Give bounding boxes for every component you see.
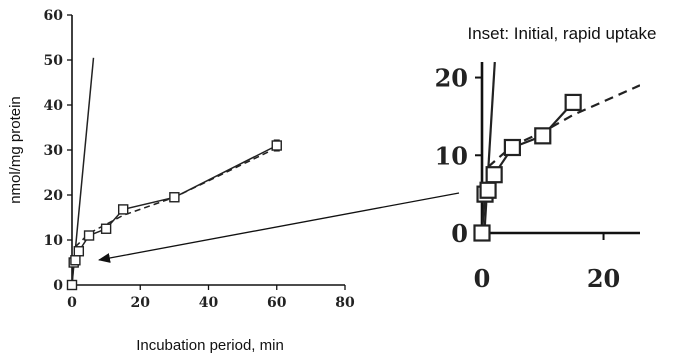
y-tick-label: 10	[44, 233, 64, 249]
data-point	[271, 140, 282, 151]
y-tick-label: 50	[44, 53, 64, 69]
data-point	[100, 223, 112, 234]
x-tick-label: 0	[474, 264, 491, 293]
y-tick-label: 0	[451, 219, 468, 248]
data-line	[72, 144, 278, 285]
initial-uptake-line	[483, 62, 496, 233]
data-point	[485, 166, 503, 184]
y-axis-title: nmol/mg protein	[7, 96, 24, 204]
y-tick-label: 60	[44, 8, 64, 24]
data-point	[117, 204, 129, 215]
y-tick-label: 20	[435, 64, 468, 93]
data-point	[70, 255, 81, 266]
data-point	[503, 138, 521, 157]
x-tick-label: 0	[67, 295, 77, 311]
inset-pointer-arrow	[98, 192, 460, 263]
data-point	[73, 246, 85, 257]
data-point	[83, 230, 95, 241]
x-tick-label: 80	[335, 295, 355, 311]
x-tick-label: 60	[267, 295, 287, 311]
data-point	[534, 127, 552, 145]
inset-chart: 0 20 0 10 20 Inset: Initial, rapid uptake	[435, 24, 657, 293]
x-tick-label: 40	[199, 295, 219, 311]
y-tick-label: 0	[53, 278, 63, 294]
data-point	[473, 224, 491, 242]
plot-area	[72, 57, 278, 285]
y-tick-label: 10	[435, 141, 468, 170]
inset-title: Inset: Initial, rapid uptake	[467, 24, 656, 43]
y-tick-label: 40	[44, 98, 64, 114]
x-axis-title: Incubation period, min	[136, 337, 284, 354]
y-tick-label: 20	[44, 188, 64, 204]
x-tick-label: 20	[131, 295, 151, 311]
x-tick-label: 20	[587, 264, 620, 293]
data-point	[564, 93, 582, 112]
annotations	[98, 192, 460, 263]
y-tick-label: 30	[44, 143, 64, 159]
main-chart: 0 20 40 60 80 0 10 20 30 40 50 60 Incubation period,…	[7, 8, 355, 354]
data-point	[169, 192, 180, 203]
data-point	[479, 181, 497, 199]
data-point	[66, 279, 78, 291]
